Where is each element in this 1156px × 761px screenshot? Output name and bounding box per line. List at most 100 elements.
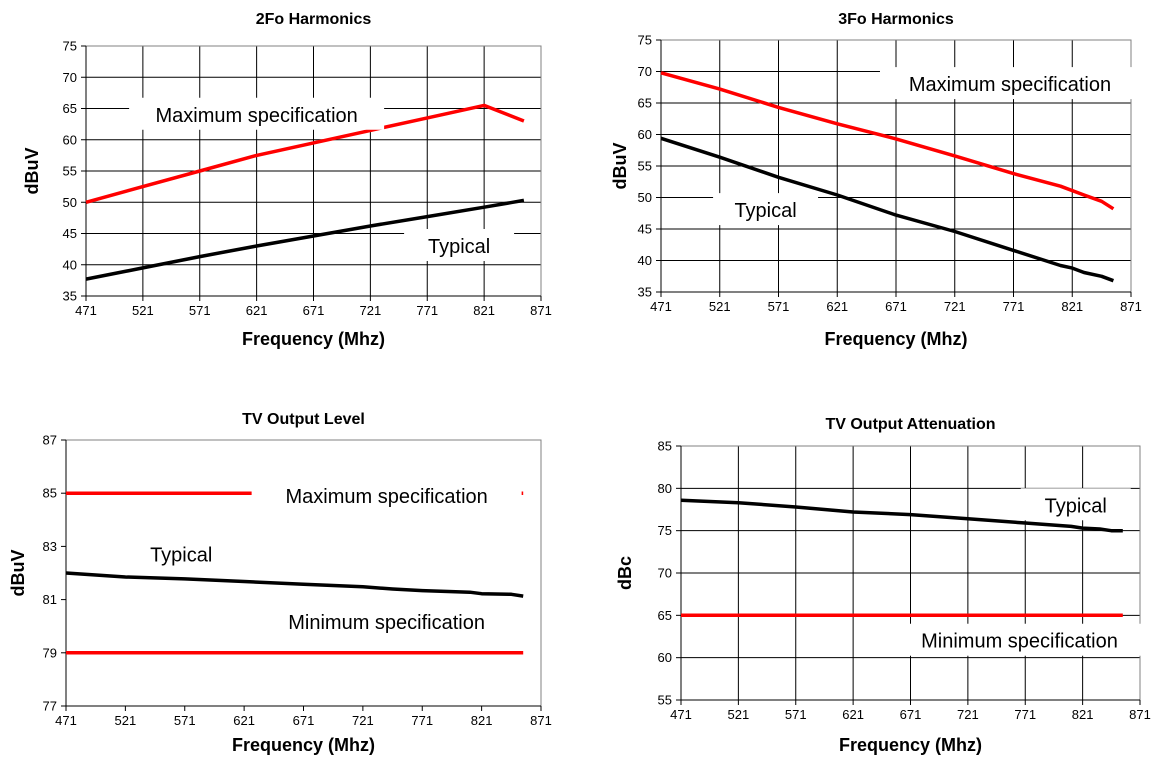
y-tick-label: 65 bbox=[658, 608, 672, 623]
x-tick-label: 671 bbox=[885, 299, 907, 314]
x-tick-label: 771 bbox=[1014, 707, 1036, 722]
x-tick-label: 621 bbox=[826, 299, 848, 314]
y-tick-label: 60 bbox=[658, 650, 672, 665]
x-tick-label: 821 bbox=[1072, 707, 1094, 722]
y-tick-label: 70 bbox=[638, 64, 652, 79]
y-tick-label: 87 bbox=[43, 433, 57, 448]
y-tick-label: 50 bbox=[63, 195, 77, 210]
x-tick-label: 671 bbox=[900, 707, 922, 722]
x-tick-label: 621 bbox=[842, 707, 864, 722]
annotation-box bbox=[713, 193, 819, 226]
annotation-label: Minimum specification bbox=[921, 631, 1118, 653]
x-tick-label: 721 bbox=[944, 299, 966, 314]
annotation-box bbox=[404, 229, 515, 261]
annotation-label: Typical bbox=[734, 200, 796, 222]
x-tick-label: 521 bbox=[728, 707, 750, 722]
x-tick-label: 821 bbox=[471, 713, 493, 728]
x-tick-label: 871 bbox=[530, 303, 552, 318]
y-axis-label: dBuV bbox=[610, 143, 630, 190]
y-tick-label: 80 bbox=[658, 481, 672, 496]
annotation-box bbox=[884, 623, 1155, 656]
x-tick-label: 871 bbox=[530, 713, 552, 728]
annotation-box bbox=[251, 478, 522, 511]
chart-2: 35 40 45 50 55 60 65 70 75 471 521 571 621 671 721 771 8… bbox=[610, 11, 1142, 349]
series-line-max bbox=[660, 71, 1115, 211]
chart-title: TV Output Level bbox=[242, 411, 365, 428]
annotation-label: Typical bbox=[1045, 495, 1107, 517]
series-line-typ bbox=[680, 498, 1123, 533]
x-tick-label: 871 bbox=[1129, 707, 1151, 722]
x-axis-label: Frequency (Mhz) bbox=[242, 329, 385, 349]
annotation-box bbox=[879, 67, 1140, 100]
x-tick-label: 671 bbox=[293, 713, 315, 728]
y-tick-label: 35 bbox=[63, 289, 77, 304]
x-tick-label: 571 bbox=[768, 299, 790, 314]
y-tick-label: 70 bbox=[63, 70, 77, 85]
annotation-label: Maximum specification bbox=[909, 74, 1111, 96]
annotation-label: Typical bbox=[150, 544, 212, 566]
chart-title: 2Fo Harmonics bbox=[256, 11, 372, 28]
y-tick-label: 65 bbox=[638, 96, 652, 111]
x-tick-label: 521 bbox=[115, 713, 137, 728]
x-tick-label: 821 bbox=[473, 303, 495, 318]
y-tick-label: 85 bbox=[43, 486, 57, 501]
y-tick-label: 65 bbox=[63, 101, 77, 116]
y-tick-label: 50 bbox=[638, 190, 652, 205]
y-tick-label: 40 bbox=[63, 257, 77, 272]
y-tick-label: 83 bbox=[43, 539, 57, 554]
x-tick-label: 571 bbox=[189, 303, 211, 318]
x-tick-label: 771 bbox=[416, 303, 438, 318]
y-tick-label: 60 bbox=[63, 132, 77, 147]
y-tick-label: 75 bbox=[658, 523, 672, 538]
x-tick-label: 621 bbox=[246, 303, 268, 318]
x-tick-label: 471 bbox=[650, 299, 672, 314]
series-line-typ bbox=[660, 136, 1115, 283]
x-tick-label: 521 bbox=[132, 303, 154, 318]
y-tick-label: 45 bbox=[63, 226, 77, 241]
y-axis-label: dBuV bbox=[22, 148, 42, 195]
x-tick-label: 471 bbox=[670, 707, 692, 722]
chart-title: 3Fo Harmonics bbox=[838, 11, 954, 28]
y-tick-label: 40 bbox=[638, 253, 652, 268]
y-axis-label: dBuV bbox=[8, 550, 28, 597]
x-tick-label: 471 bbox=[55, 713, 77, 728]
y-tick-label: 55 bbox=[658, 693, 672, 708]
y-axis-label: dBc bbox=[615, 556, 635, 590]
chart-1: 35 40 45 50 55 60 65 70 75 471 521 571 621 671 721 771 8… bbox=[22, 11, 552, 349]
x-tick-label: 521 bbox=[709, 299, 731, 314]
chart-4: 55 60 65 70 75 80 85 471 521 571 621 671 721 771 821 87… bbox=[615, 416, 1155, 755]
chart-title: TV Output Attenuation bbox=[825, 416, 995, 433]
y-tick-label: 60 bbox=[638, 127, 652, 142]
y-tick-label: 35 bbox=[638, 285, 652, 300]
x-tick-label: 621 bbox=[233, 713, 255, 728]
x-tick-label: 821 bbox=[1061, 299, 1083, 314]
x-tick-label: 471 bbox=[75, 303, 97, 318]
annotation-box bbox=[129, 97, 385, 130]
y-tick-label: 79 bbox=[43, 645, 57, 660]
annotation-label: Maximum specification bbox=[155, 105, 357, 127]
series-line-typ bbox=[65, 571, 524, 598]
x-tick-label: 721 bbox=[957, 707, 979, 722]
y-tick-label: 55 bbox=[638, 159, 652, 174]
x-axis-label: Frequency (Mhz) bbox=[232, 735, 375, 755]
series-line-max bbox=[85, 103, 525, 204]
x-tick-label: 721 bbox=[360, 303, 382, 318]
x-tick-label: 771 bbox=[411, 713, 433, 728]
y-tick-label: 81 bbox=[43, 592, 57, 607]
annotation-label: Typical bbox=[428, 236, 490, 258]
annotation-label: Maximum specification bbox=[285, 486, 487, 508]
x-tick-label: 571 bbox=[174, 713, 196, 728]
x-axis-label: Frequency (Mhz) bbox=[839, 735, 982, 755]
y-tick-label: 75 bbox=[638, 33, 652, 48]
annotation-box bbox=[1020, 488, 1131, 521]
annotation-box bbox=[251, 605, 522, 638]
y-tick-label: 85 bbox=[658, 439, 672, 454]
x-tick-label: 771 bbox=[1003, 299, 1025, 314]
x-tick-label: 671 bbox=[303, 303, 325, 318]
x-tick-label: 721 bbox=[352, 713, 374, 728]
y-tick-label: 70 bbox=[658, 566, 672, 581]
x-axis-label: Frequency (Mhz) bbox=[824, 329, 967, 349]
annotation-box bbox=[126, 537, 237, 570]
x-tick-label: 571 bbox=[785, 707, 807, 722]
